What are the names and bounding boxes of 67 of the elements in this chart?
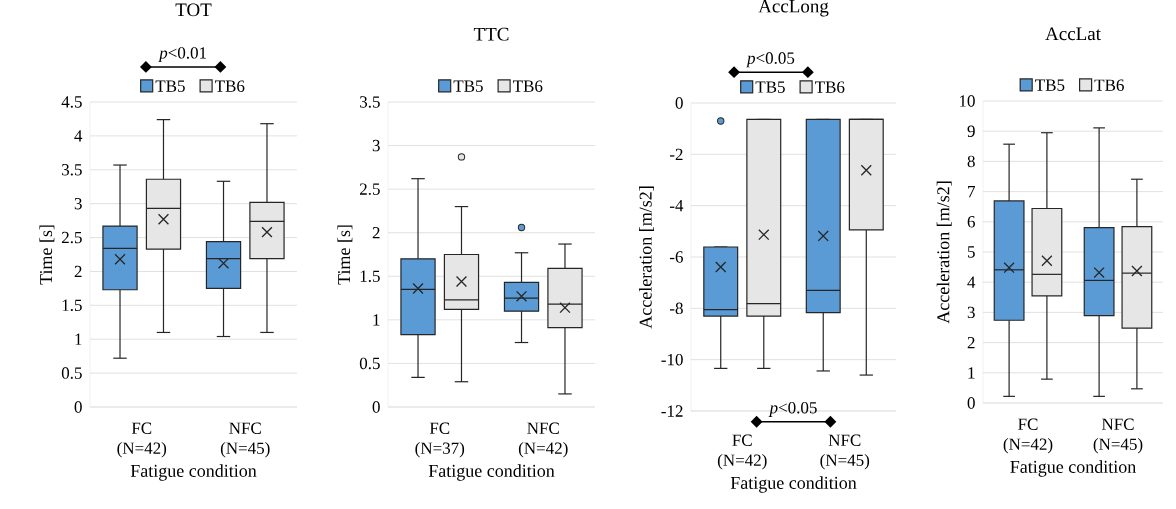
legend-label: TB5 (453, 80, 483, 92)
y-tick-label: 4 (74, 130, 83, 142)
x-tick-label: NFC (N=45) (820, 434, 870, 470)
y-tick-label: 0.5 (61, 367, 82, 379)
y-tick-label: 3.5 (360, 96, 380, 108)
legend-label: TB5 (755, 81, 785, 93)
x-axis-title: Fatigue condition (730, 476, 857, 493)
legend-label: TB6 (215, 80, 245, 92)
y-axis-title: Time [s] (337, 225, 353, 285)
y-tick-label: 7 (968, 186, 975, 198)
chart-title: AccLong (758, 0, 829, 17)
y-tick-label: 3 (372, 139, 380, 152)
x-tick-label: NFC (N=45) (220, 422, 270, 458)
text: p<0.05 (746, 52, 795, 68)
y-axis-title: Acceleration [m/s2] (936, 181, 952, 324)
legend-label: TB6 (1094, 79, 1124, 91)
y-tick-label: -8 (669, 302, 683, 315)
y-tick-label: 2.5 (359, 183, 380, 195)
y-tick-label: 2.5 (61, 231, 82, 244)
x-axis-title: Fatigue condition (1010, 460, 1136, 477)
y-tick-label: 1.5 (360, 270, 380, 283)
y-tick-label: 3.5 (62, 164, 82, 176)
y-tick-label: 0 (372, 401, 380, 413)
x-tick-label: NFC (N=45) (1093, 418, 1143, 454)
x-axis-title: Fatigue condition (130, 464, 257, 481)
annotation: p<0.05 (768, 401, 817, 417)
legend-label: TB5 (1035, 79, 1065, 91)
y-tick-label: 4.5 (61, 96, 82, 108)
text: p<0.01 (158, 47, 207, 63)
y-tick-label: 6 (967, 216, 975, 228)
y-tick-label: -12 (661, 405, 683, 417)
y-tick-label: 9 (967, 125, 975, 137)
x-tick-label: FC (N=42) (1003, 418, 1053, 454)
y-tick-label: 2 (967, 336, 975, 349)
y-tick-label: 1.5 (62, 299, 82, 312)
y-tick-label: 5 (967, 246, 975, 258)
x-tick-label: FC (N=42) (117, 422, 167, 458)
y-tick-label: 10 (959, 95, 975, 107)
y-tick-label: -6 (669, 251, 683, 263)
y-tick-label: -2 (669, 148, 683, 160)
y-tick-label: 8 (967, 155, 975, 168)
x-tick-label: FC (N=37) (415, 422, 465, 458)
x-tick-label: NFC (N=42) (518, 422, 568, 458)
y-tick-label: -4 (669, 200, 684, 212)
y-tick-label: 3 (74, 197, 82, 210)
y-tick-label: -10 (661, 353, 683, 366)
y-tick-label: 0.5 (359, 357, 380, 370)
y-tick-label: 4 (967, 276, 976, 288)
x-tick-label: FC (N=42) (717, 434, 767, 470)
legend-label: TB5 (155, 80, 185, 92)
y-tick-label: 3 (967, 306, 975, 319)
y-tick-label: 1 (75, 333, 82, 345)
chart-title: AccLat (1045, 27, 1101, 41)
chart-title: TOT (175, 3, 212, 17)
y-tick-label: 2 (74, 265, 82, 278)
y-tick-label: 1 (373, 314, 380, 326)
legend-label: TB6 (513, 80, 543, 92)
chart-title: TTC (473, 27, 509, 41)
y-axis-title: Acceleration [m/s2] (639, 186, 654, 329)
x-axis-title: Fatigue condition (428, 464, 555, 481)
y-tick-label: 0 (675, 97, 683, 109)
y-tick-label: 2 (372, 227, 380, 239)
y-axis-title: Time [s] (39, 225, 55, 285)
legend-label: TB6 (815, 81, 845, 93)
y-tick-label: 0 (967, 397, 975, 409)
y-tick-label: 0 (74, 401, 82, 413)
y-tick-label: 1 (968, 367, 975, 379)
